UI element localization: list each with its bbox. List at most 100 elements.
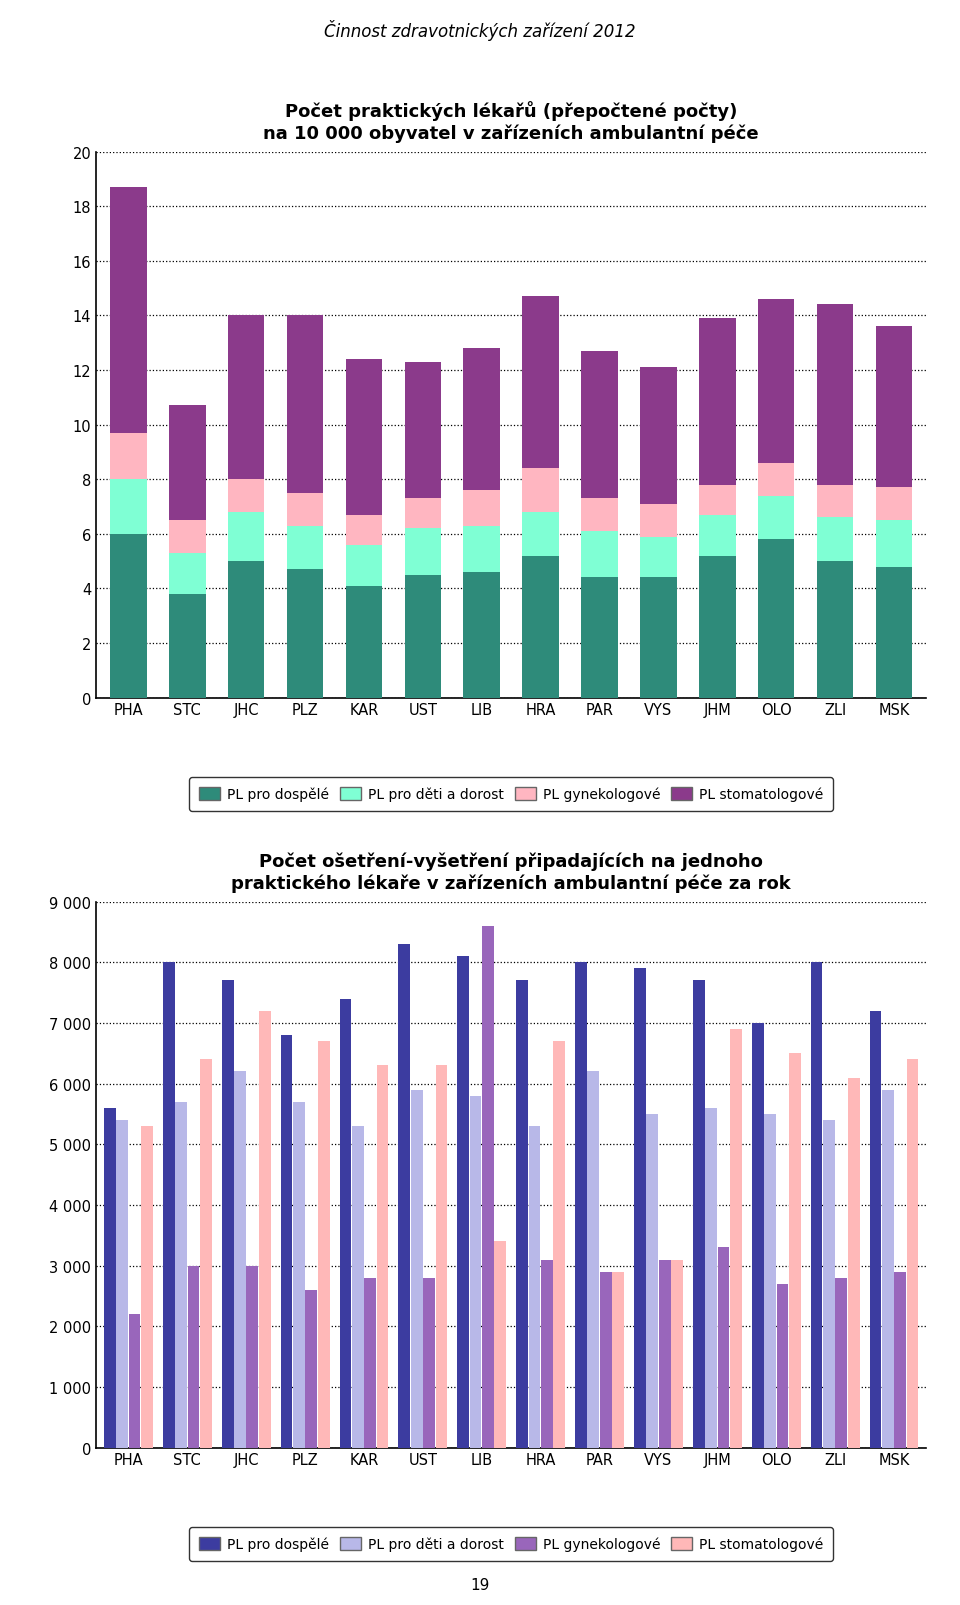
Bar	[810, 963, 823, 1448]
Bar	[876, 567, 912, 698]
Bar	[789, 1053, 801, 1448]
Title: Počet praktických lékařů (přepočtené počty)
na 10 000 obyvatel v zařízeních ambu: Počet praktických lékařů (přepočtené poč…	[263, 101, 759, 143]
Bar	[228, 512, 264, 562]
Bar	[693, 981, 705, 1448]
Bar	[529, 1127, 540, 1448]
Title: Počet ošetření-vyšetření připadajících na jednoho
praktického lékaře v zařízeníc: Počet ošetření-vyšetření připadajících n…	[231, 852, 791, 892]
Bar	[699, 485, 735, 515]
Bar	[247, 1266, 258, 1448]
Bar	[882, 1090, 894, 1448]
Bar	[706, 1107, 717, 1448]
Bar	[457, 957, 469, 1448]
Bar	[522, 297, 559, 469]
Bar	[699, 515, 735, 557]
Bar	[777, 1284, 788, 1448]
Bar	[110, 188, 147, 433]
Bar	[522, 557, 559, 698]
Bar	[404, 363, 441, 499]
Bar	[522, 469, 559, 512]
Bar	[699, 557, 735, 698]
Bar	[464, 491, 500, 526]
Bar	[176, 1103, 187, 1448]
Bar	[110, 534, 147, 698]
Bar	[823, 1120, 835, 1448]
Bar	[346, 546, 382, 586]
Legend: PL pro dospělé, PL pro děti a dorost, PL gynekologové, PL stomatologové: PL pro dospělé, PL pro děti a dorost, PL…	[189, 1526, 833, 1560]
Bar	[104, 1107, 116, 1448]
Bar	[346, 360, 382, 515]
Bar	[169, 594, 205, 698]
Bar	[817, 562, 853, 698]
Bar	[640, 368, 677, 504]
Bar	[870, 1011, 881, 1448]
Legend: PL pro dospělé, PL pro děti a dorost, PL gynekologové, PL stomatologové: PL pro dospělé, PL pro děti a dorost, PL…	[189, 777, 833, 811]
Bar	[582, 351, 618, 499]
Bar	[758, 300, 795, 464]
Bar	[404, 530, 441, 576]
Bar	[169, 520, 205, 554]
Bar	[582, 578, 618, 698]
Bar	[364, 1278, 376, 1448]
Bar	[293, 1103, 304, 1448]
Bar	[352, 1127, 364, 1448]
Bar	[287, 493, 324, 526]
Bar	[600, 1271, 612, 1448]
Bar	[659, 1260, 670, 1448]
Bar	[876, 327, 912, 488]
Bar	[817, 485, 853, 518]
Bar	[376, 1066, 389, 1448]
Bar	[346, 586, 382, 698]
Bar	[876, 488, 912, 520]
Bar	[222, 981, 233, 1448]
Bar	[835, 1278, 847, 1448]
Bar	[464, 348, 500, 491]
Bar	[318, 1042, 329, 1448]
Bar	[817, 518, 853, 562]
Bar	[588, 1072, 599, 1448]
Bar	[640, 578, 677, 698]
Bar	[423, 1278, 435, 1448]
Bar	[287, 316, 324, 494]
Bar	[116, 1120, 128, 1448]
Bar	[110, 480, 147, 534]
Bar	[764, 1114, 776, 1448]
Bar	[404, 576, 441, 698]
Bar	[634, 969, 646, 1448]
Bar	[848, 1079, 859, 1448]
Bar	[280, 1035, 293, 1448]
Bar	[228, 316, 264, 480]
Bar	[612, 1271, 624, 1448]
Bar	[582, 531, 618, 578]
Bar	[228, 562, 264, 698]
Bar	[895, 1271, 906, 1448]
Bar	[287, 570, 324, 698]
Bar	[200, 1059, 212, 1448]
Bar	[482, 926, 493, 1448]
Bar	[758, 496, 795, 539]
Bar	[540, 1260, 553, 1448]
Bar	[553, 1042, 565, 1448]
Bar	[464, 573, 500, 698]
Bar	[259, 1011, 271, 1448]
Bar	[436, 1066, 447, 1448]
Bar	[758, 464, 795, 496]
Bar	[169, 406, 205, 520]
Text: 19: 19	[470, 1578, 490, 1592]
Bar	[305, 1290, 317, 1448]
Bar	[141, 1127, 153, 1448]
Text: Činnost zdravotnických zařízení 2012: Činnost zdravotnických zařízení 2012	[324, 19, 636, 42]
Bar	[398, 944, 410, 1448]
Bar	[163, 963, 175, 1448]
Bar	[752, 1024, 763, 1448]
Bar	[129, 1314, 140, 1448]
Bar	[287, 526, 324, 570]
Bar	[234, 1072, 246, 1448]
Bar	[469, 1096, 482, 1448]
Bar	[730, 1029, 742, 1448]
Bar	[110, 433, 147, 480]
Bar	[906, 1059, 919, 1448]
Bar	[876, 522, 912, 567]
Bar	[464, 526, 500, 573]
Bar	[404, 499, 441, 530]
Bar	[640, 504, 677, 538]
